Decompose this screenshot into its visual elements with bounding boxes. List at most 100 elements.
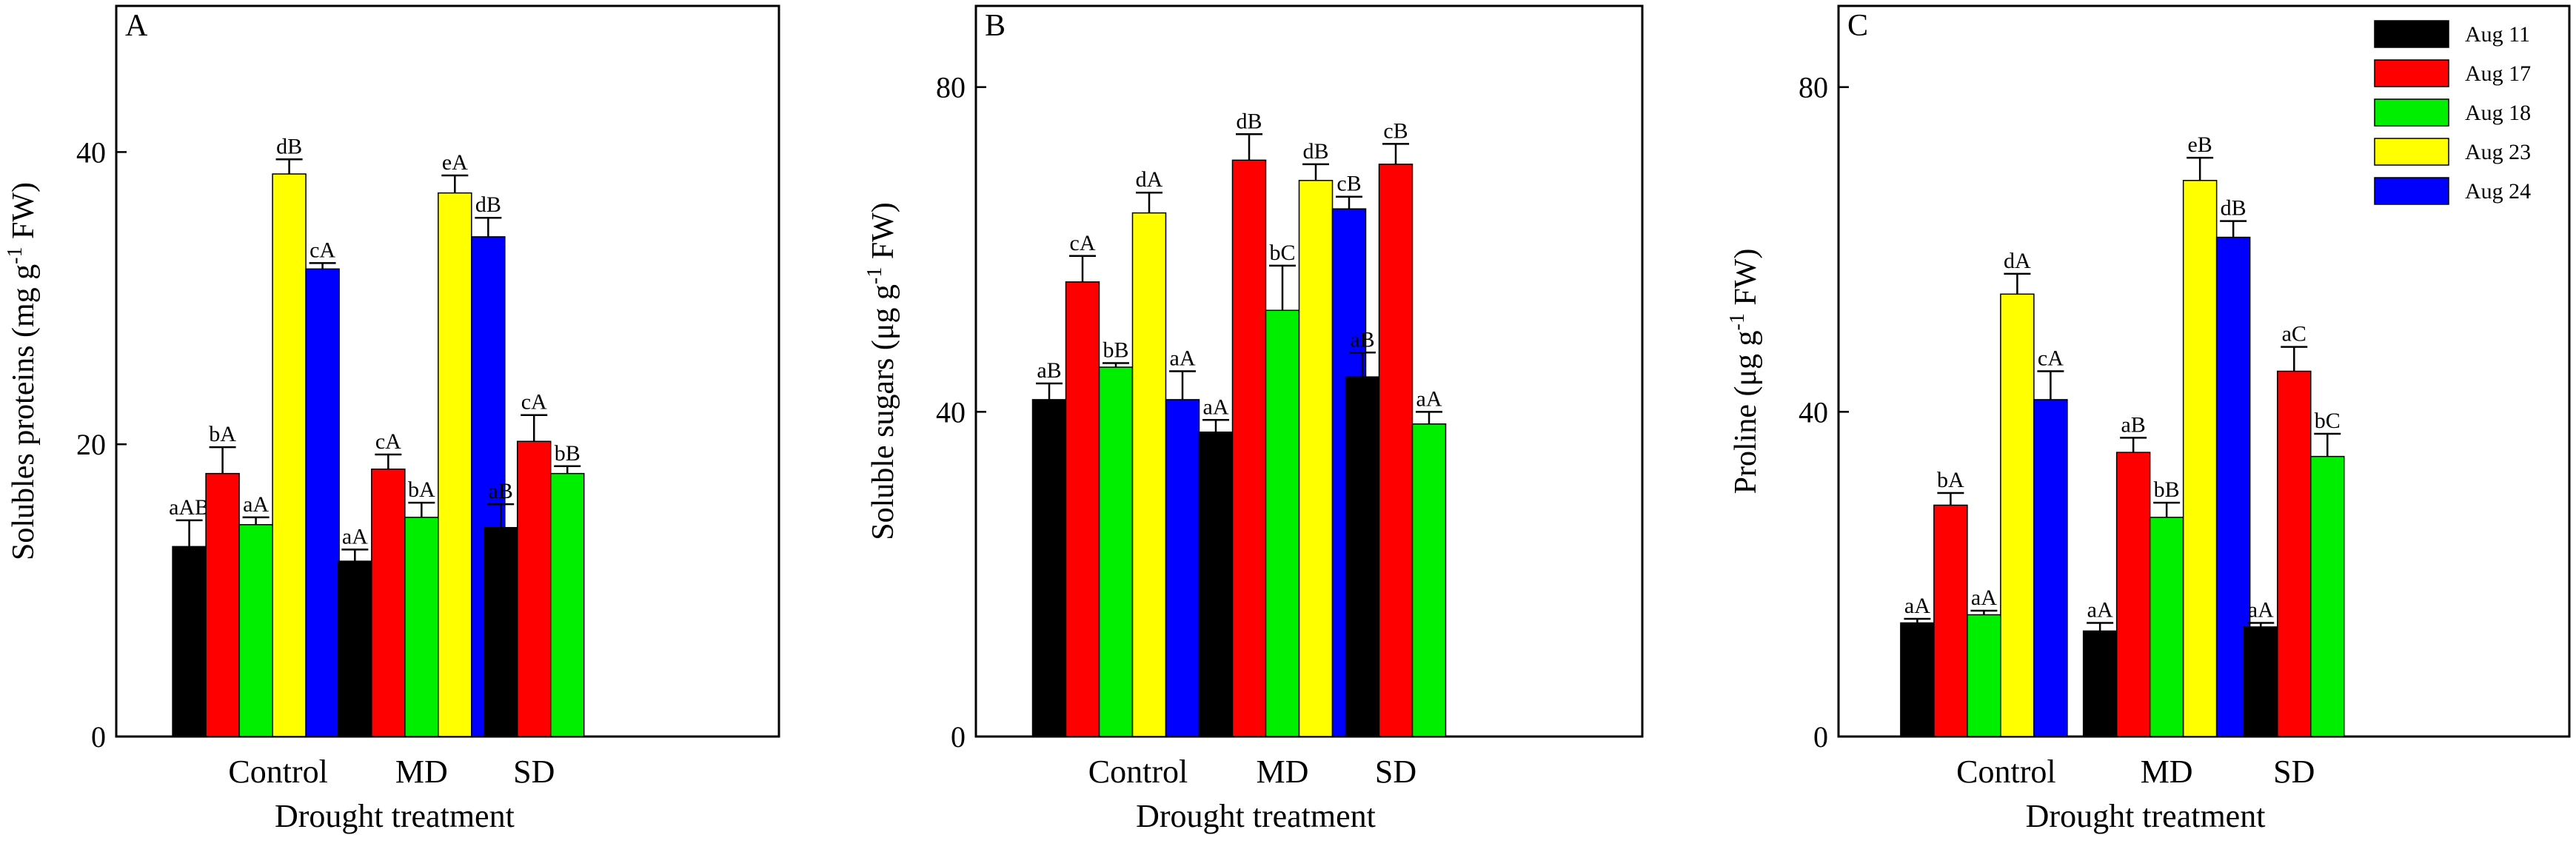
bar-aug-11-control: [1031, 399, 1067, 737]
y-tick-label: 80: [936, 71, 966, 104]
y-axis-label: Proline (μg g-1 FW): [1726, 249, 1763, 494]
y-tick-label: 40: [936, 395, 966, 429]
bar-aug-11-md: [1198, 432, 1234, 737]
bar-aug-17-sd: [1378, 164, 1414, 737]
data-label: aA: [243, 492, 269, 517]
y-axis-label-sup: -1: [1726, 313, 1749, 330]
legend-swatch: [2374, 138, 2449, 166]
data-label: cA: [1070, 231, 1096, 255]
x-category-label: Control: [1088, 754, 1188, 790]
data-label: bC: [2315, 409, 2341, 433]
data-label: aB: [489, 479, 513, 503]
x-category-label: MD: [2141, 754, 2193, 790]
data-label: dA: [2004, 249, 2031, 273]
bar-aug-17-control: [205, 472, 240, 737]
data-label: dB: [276, 134, 302, 158]
data-label: bB: [2154, 477, 2180, 502]
y-axis-label-main: Proline (μg g: [1729, 331, 1763, 494]
y-axis-label-sup: -1: [863, 267, 886, 284]
data-label: bA: [1937, 468, 1964, 492]
data-label: aA: [2087, 597, 2113, 622]
panel-b: 0 40 80 BaB cA bB dA aA Control aA dB bC dB cB MD aB cB a…: [863, 4, 1644, 834]
data-label: aA: [342, 524, 368, 549]
data-label: aB: [1350, 327, 1374, 352]
y-tick-label: 80: [1799, 71, 1828, 104]
bar-aug-23-md: [1298, 180, 1334, 737]
panel-label: C: [1847, 9, 1868, 43]
panel-label: B: [985, 9, 1006, 43]
y-tick-label: 0: [91, 720, 106, 754]
y-axis-label-sup: -1: [4, 247, 27, 264]
data-label: bB: [1103, 338, 1128, 363]
bar-aug-23-control: [1131, 212, 1167, 737]
bar-aug-17-control: [1065, 281, 1100, 737]
data-label: aA: [1904, 594, 1930, 618]
bar-aug-17-md: [1231, 159, 1267, 737]
x-category-label: Control: [1956, 754, 2055, 790]
data-label: bA: [209, 422, 236, 446]
data-label: cA: [521, 390, 547, 415]
legend: Aug 11 Aug 17 Aug 18 Aug 23 Aug 24: [2374, 20, 2531, 205]
y-axis-label-main: Soluble sugars (μg g: [866, 284, 900, 540]
x-category-label: MD: [395, 754, 448, 790]
bar-aug-11-sd: [483, 526, 518, 737]
bar-aug-17-control: [1933, 504, 1968, 737]
data-label: cA: [2038, 346, 2064, 371]
bar-aug-18-control: [1098, 366, 1134, 737]
bar-aug-17-md: [2115, 452, 2151, 737]
legend-entry: Aug 11: [2465, 22, 2530, 47]
panel-c: 0 40 80 CaA bA aA dA cA Control aA aB bB eB dB MD aA aC b…: [1726, 4, 2571, 834]
bar-aug-23-md: [2182, 180, 2218, 737]
data-label: aB: [1037, 358, 1061, 383]
bar-aug-18-sd: [549, 472, 585, 737]
data-label: dA: [1136, 167, 1163, 192]
legend-entry: Aug 24: [2465, 179, 2531, 204]
bar-aug-23-control: [2000, 293, 2035, 737]
bar-aug-24-control: [1165, 399, 1200, 737]
x-axis-label: Drought treatment: [275, 798, 515, 834]
data-label: aA: [1971, 586, 1997, 610]
bar-aug-18-md: [2149, 517, 2184, 737]
data-label: bC: [1269, 241, 1295, 265]
data-label: bA: [408, 477, 435, 502]
data-label: aAB: [169, 495, 210, 520]
data-label: aA: [2248, 597, 2274, 622]
x-category-label: MD: [1257, 754, 1309, 790]
bar-aug-24-control: [305, 268, 340, 737]
bar-aug-11-control: [1900, 622, 1935, 737]
bar-aug-11-md: [2082, 630, 2118, 737]
data-label: aA: [1170, 346, 1196, 371]
y-tick-label: 40: [1799, 395, 1828, 429]
bar-aug-18-control: [238, 524, 273, 737]
data-label: dB: [1302, 139, 1328, 164]
data-label: cA: [310, 238, 335, 262]
y-tick-label: 0: [1813, 720, 1828, 754]
x-category-label: Control: [228, 754, 327, 790]
y-tick-label: 0: [951, 720, 966, 754]
bar-aug-24-control: [2033, 399, 2068, 737]
y-tick-label: 20: [76, 428, 106, 461]
x-category-label: SD: [2273, 754, 2315, 790]
legend-swatch: [2374, 20, 2449, 48]
bar-aug-17-md: [371, 469, 406, 737]
data-label: bB: [555, 441, 581, 466]
bar-aug-23-control: [272, 173, 307, 737]
bar-aug-18-md: [404, 517, 439, 737]
y-axis-label-tail: FW): [866, 202, 900, 267]
data-label: dB: [2221, 196, 2247, 221]
bar-aug-18-sd: [2310, 455, 2345, 737]
legend-entry: Aug 18: [2465, 101, 2531, 125]
data-label: aA: [1416, 386, 1442, 411]
data-label: cA: [375, 429, 401, 454]
bar-aug-11-sd: [2244, 626, 2278, 737]
legend-entry: Aug 23: [2465, 140, 2531, 164]
x-category-label: SD: [513, 754, 555, 790]
legend-entry: Aug 17: [2465, 61, 2531, 86]
data-label: dB: [1236, 109, 1262, 133]
x-axis-label: Drought treatment: [2026, 798, 2266, 834]
bar-aug-11-md: [338, 560, 372, 737]
bar-aug-11-control: [172, 546, 207, 737]
bar-aug-18-md: [1265, 309, 1300, 737]
bar-aug-18-sd: [1411, 423, 1447, 737]
